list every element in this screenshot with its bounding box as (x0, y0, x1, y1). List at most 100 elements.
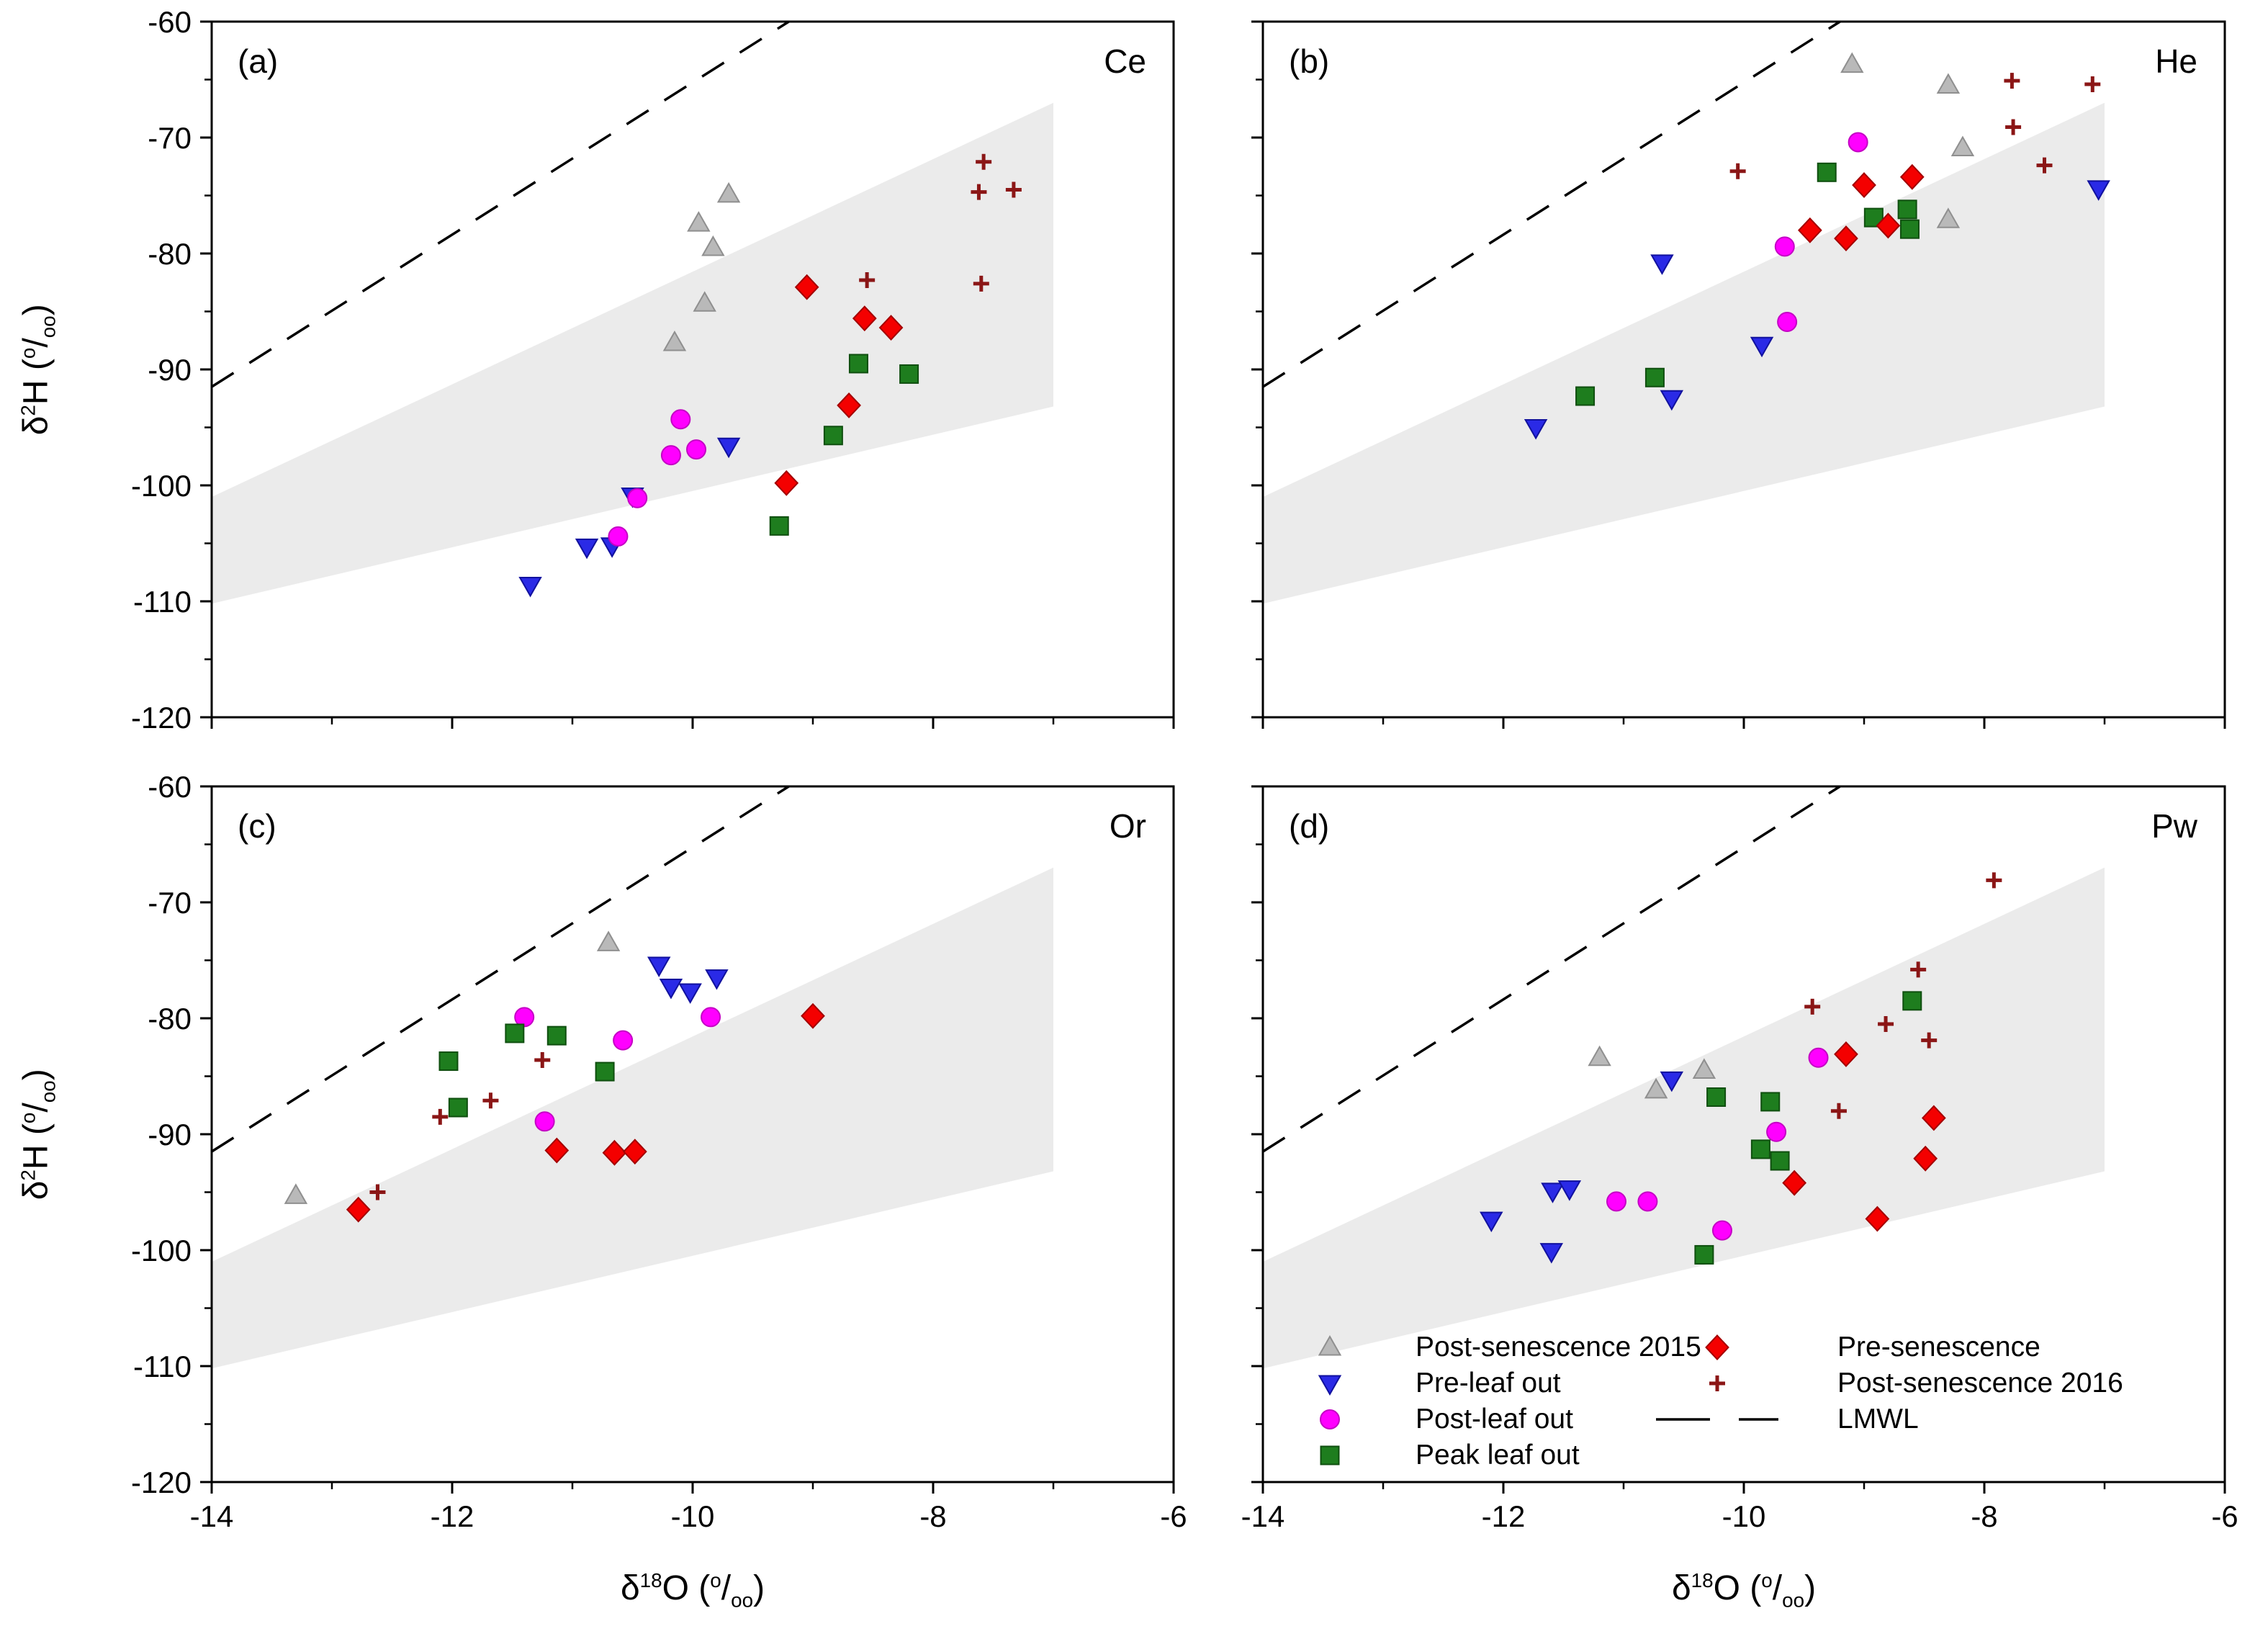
x-tick-label: -14 (190, 1499, 234, 1533)
y-title-isotope: 2 (17, 404, 40, 416)
post2016-marker (1005, 181, 1022, 198)
x-title-permil-slash: / (721, 1569, 732, 1607)
legend-column-1: Post-senescence 2015 Pre-leaf out Post-lea… (1305, 1329, 1701, 1473)
peak-marker (848, 354, 868, 374)
x-title-permil-sub: oo (1782, 1589, 1805, 1612)
x-tick-label: -8 (1971, 1499, 1997, 1533)
peak-marker (1760, 1092, 1781, 1112)
series-peak (769, 354, 919, 536)
lmwl-line (1262, 785, 1841, 1153)
series-post2016 (1729, 73, 2101, 179)
series-postleaf (1606, 1047, 1829, 1241)
series-presen (774, 274, 904, 496)
postleaf-marker (1766, 1121, 1787, 1142)
x-tick-label: -6 (1160, 1499, 1187, 1533)
panel-b-label: (b) (1289, 42, 1330, 80)
post2016-marker (859, 272, 876, 289)
post2016-marker (1986, 872, 2002, 889)
x-title-element: O ( (1713, 1569, 1762, 1607)
series-preleaf (647, 956, 729, 1004)
peak-marker (595, 1061, 615, 1082)
y-title-permil-sub: oo (37, 315, 60, 338)
postleaf-marker (613, 1030, 634, 1051)
y-axis-title-top-row: δ2H (o/oo) (6, 182, 71, 557)
post2016-marker (976, 153, 992, 170)
postleaf-marker (1808, 1047, 1829, 1068)
preleaf-marker (1318, 1375, 1342, 1396)
postleaf-marker (1777, 311, 1798, 332)
post2016-marker (2084, 76, 2101, 92)
legend-item-presen: Pre-senescence (1649, 1329, 2123, 1365)
preleaf-marker (716, 437, 741, 459)
post2015-marker (1318, 1334, 1342, 1356)
preleaf-marker (705, 969, 729, 990)
y-tick-label: -90 (148, 353, 192, 387)
legend-item-post2016: Post-senescence 2016 (1649, 1365, 2123, 1401)
series-peak (1575, 162, 1920, 406)
lmwl-line (211, 785, 790, 1153)
legend-label: Pre-senescence (1837, 1332, 2040, 1363)
postleaf-marker (1848, 132, 1868, 153)
x-title-delta: δ (620, 1569, 640, 1607)
x-title-permil-sup: o (1761, 1569, 1773, 1592)
preleaf-marker (678, 983, 702, 1004)
panel-c: -14 -12 -10 -8 -6 -60 -70 -80 -90 -100 -110 -120 (131, 770, 1187, 1533)
y-title-permil-sup: o (17, 347, 40, 359)
panel-c-label: (c) (238, 807, 276, 845)
peak-marker (1575, 386, 1596, 406)
presen-marker (1782, 1170, 1807, 1196)
presen-marker (1865, 1206, 1890, 1232)
x-axis-title-left: δ18O (o/oo) (441, 1568, 945, 1612)
postleaf-marker (660, 445, 681, 466)
postleaf-marker (608, 526, 629, 547)
presen-marker (1834, 1041, 1858, 1067)
y-tick-label: -60 (148, 5, 192, 39)
lmwl-line (1262, 20, 1841, 388)
preleaf-marker (1524, 419, 1548, 440)
post2015-marker (701, 235, 725, 256)
post2016-marker (2036, 157, 2053, 174)
legend-label: LMWL (1837, 1404, 1919, 1435)
x-title-close: ) (753, 1569, 765, 1607)
series-post2015 (284, 930, 621, 1204)
post2016-marker (973, 275, 989, 292)
x-title-permil-sup: o (710, 1569, 721, 1592)
peak-marker (1770, 1151, 1790, 1171)
postleaf-marker (627, 488, 648, 508)
postleaf-marker (686, 439, 707, 460)
y-tick-label: -110 (133, 585, 192, 619)
presen-marker (852, 305, 877, 332)
legend: Post-senescence 2015 Pre-leaf out Post-lea… (1305, 1329, 2123, 1473)
panel-d-label: (d) (1289, 807, 1330, 845)
presen-marker (801, 1002, 825, 1029)
presen-marker (622, 1139, 647, 1165)
post2016-marker (482, 1092, 499, 1109)
x-title-isotope: 18 (639, 1569, 662, 1592)
post2015-marker (1644, 1077, 1668, 1099)
presen-marker (794, 274, 819, 300)
preleaf-marker (1660, 1071, 1684, 1092)
soil-water-envelope (212, 102, 1053, 604)
y-title-permil-slash: / (17, 337, 55, 348)
presen-marker (1899, 163, 1925, 190)
diamond-icon (1649, 1332, 1786, 1363)
y-title-close: ) (17, 304, 55, 315)
post2016-marker (1878, 1016, 1894, 1033)
preleaf-marker (1750, 336, 1774, 358)
x-tick-label: -12 (431, 1499, 474, 1533)
post2015-marker (1936, 73, 1961, 94)
preleaf-marker (647, 956, 671, 977)
panel-d: -14 -12 -10 -8 -6 (1241, 785, 2238, 1533)
peak-marker (1897, 199, 1917, 220)
y-title-delta: δ (17, 1180, 55, 1200)
peak-marker (505, 1023, 525, 1043)
x-tick-label: -12 (1482, 1499, 1526, 1533)
series-post2015 (1840, 52, 1975, 228)
preleaf-marker (2087, 180, 2110, 201)
post2015-marker (662, 330, 687, 351)
presen-marker (774, 470, 799, 496)
x-title-permil-slash: / (1772, 1569, 1783, 1607)
x-tick-label: -10 (671, 1499, 715, 1533)
peak-marker (448, 1097, 468, 1118)
postleaf-marker (1637, 1191, 1658, 1212)
